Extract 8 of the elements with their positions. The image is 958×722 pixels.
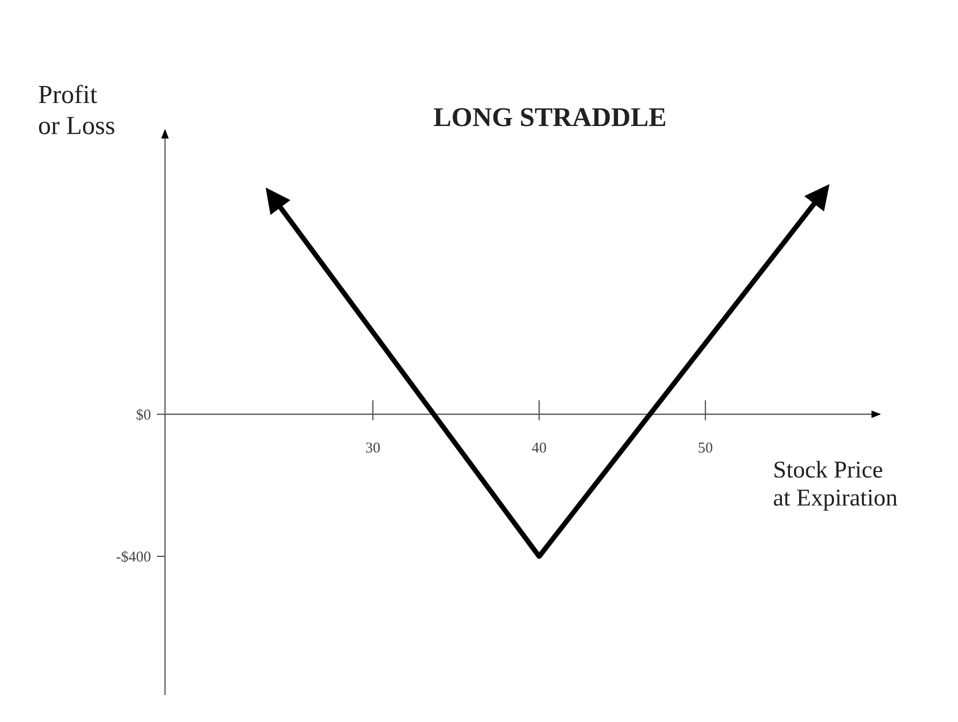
x-tick-label: 50 [698, 440, 713, 456]
chart-title: LONG STRADDLE [433, 102, 667, 132]
x-tick-label: 40 [532, 440, 547, 456]
y-axis-title: Profit or Loss [38, 80, 116, 140]
x-tick-label: 30 [365, 440, 380, 456]
x-axis-title: Stock Price at Expiration [773, 457, 898, 512]
y-tick-label: $0 [136, 407, 151, 424]
y-tick-label: -$400 [116, 549, 151, 566]
